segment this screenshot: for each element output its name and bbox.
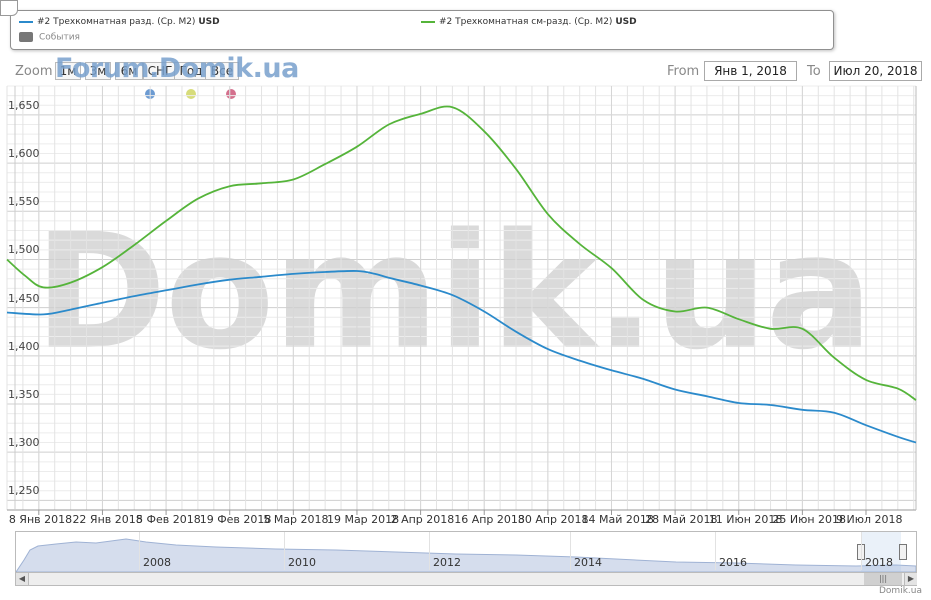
- x-tick-label: 9 Июл 2018: [836, 513, 903, 526]
- forum-watermark: Forum.Domik.ua: [55, 53, 299, 84]
- y-tick-label: 1,550: [8, 195, 40, 209]
- navigator-year-label: 2016: [719, 556, 747, 569]
- x-tick-label: 2 Апр 2018: [390, 513, 455, 526]
- series1-swatch: [19, 20, 33, 23]
- y-tick-label: 1,500: [8, 243, 40, 257]
- x-tick-label: 19 Фев 2018: [199, 513, 272, 526]
- flag-marker-3[interactable]: [226, 89, 236, 99]
- navigator-tick: [715, 532, 716, 570]
- scrollbar-thumb[interactable]: |||: [864, 573, 902, 585]
- from-date-input[interactable]: Янв 1, 2018: [704, 61, 797, 81]
- series2-swatch: [421, 20, 435, 23]
- to-label: To: [807, 64, 821, 79]
- zoom-label: Zoom: [15, 64, 53, 79]
- x-tick-label: 19 Мар 2018: [326, 513, 400, 526]
- y-tick-label: 1,650: [8, 98, 40, 112]
- legend-series1-currency: USD: [198, 17, 220, 27]
- navigator-tick: [284, 532, 285, 570]
- legend-item-series1[interactable]: #2 Трехкомнатная разд. (Ср. М2) USD: [19, 17, 220, 27]
- navigator-year-label: 2008: [143, 556, 171, 569]
- legend-series2-currency: USD: [615, 17, 637, 27]
- zoom-button-1y[interactable]: Год: [174, 62, 208, 80]
- navigator-year-label: 2018: [865, 556, 893, 569]
- corner-handle[interactable]: [0, 0, 18, 16]
- legend-panel: #2 Трехкомнатная разд. (Ср. М2) USD #2 Т…: [10, 10, 834, 50]
- navigator-tick: [139, 532, 140, 570]
- x-tick-label: 8 Янв 2018: [8, 513, 73, 526]
- zoom-button-3m[interactable]: 3м: [85, 62, 111, 80]
- legend-series2-label: #2 Трехкомнатная см-разд. (Ср. М2): [439, 17, 613, 27]
- series-line-2[interactable]: [6, 105, 917, 401]
- y-tick-label: 1,450: [8, 291, 40, 305]
- y-tick-label: 1,400: [8, 339, 40, 353]
- events-icon: [19, 32, 33, 42]
- grid: [6, 85, 916, 510]
- navigator-year-label: 2010: [288, 556, 316, 569]
- navigator-year-label: 2012: [433, 556, 461, 569]
- x-tick-label: 16 Апр 2018: [454, 513, 525, 526]
- navigator-selection[interactable]: [861, 532, 901, 572]
- to-date-input[interactable]: Июл 20, 2018: [829, 61, 922, 81]
- y-tick-label: 1,350: [8, 388, 40, 401]
- x-tick-label: 11 Июн 2018: [708, 513, 783, 526]
- flag-marker-2[interactable]: [186, 89, 196, 99]
- navigator-year-label: 2014: [574, 556, 602, 569]
- zoom-button-6m[interactable]: 6м: [115, 62, 143, 80]
- x-tick-label: 14 Май 2018: [581, 513, 654, 526]
- x-tick-label: 5 Мар 2018: [263, 513, 329, 526]
- x-tick-label: 28 Май 2018: [645, 513, 718, 526]
- navigator-handle-right[interactable]: [899, 544, 907, 560]
- watermark-domik: Domik.ua: [34, 198, 873, 385]
- scroll-right-arrow[interactable]: ▶: [904, 573, 917, 585]
- zoom-button-all[interactable]: Все: [205, 62, 239, 80]
- zoom-button-ytd[interactable]: СНГ: [143, 62, 177, 80]
- from-label: From: [667, 64, 700, 79]
- navigator[interactable]: [15, 531, 917, 573]
- series-line-1[interactable]: [6, 270, 917, 444]
- x-tick-label: 5 Фев 2018: [136, 513, 201, 526]
- zoom-button-1m[interactable]: 1м: [55, 62, 81, 80]
- legend-item-events[interactable]: События: [19, 32, 80, 43]
- navigator-area: [16, 538, 916, 572]
- y-tick-label: 1,600: [8, 147, 40, 161]
- series-layer: [6, 105, 917, 444]
- navigator-tick: [429, 532, 430, 570]
- navigator-tick: [570, 532, 571, 570]
- legend-series1-label: #2 Трехкомнатная разд. (Ср. М2): [37, 17, 196, 27]
- axes: [7, 86, 917, 515]
- x-tick-label: 30 Апр 2018: [517, 513, 589, 526]
- y-tick-label: 1,250: [8, 484, 40, 498]
- y-tick-label: 1,300: [8, 436, 40, 450]
- x-tick-label: 25 Июн 2018: [772, 513, 847, 526]
- scroll-left-arrow[interactable]: ◀: [16, 573, 29, 585]
- credit-label[interactable]: Domik.ua: [879, 586, 922, 596]
- scrollbar[interactable]: ◀ ||| ▶: [15, 572, 917, 586]
- x-tick-label: 22 Янв 2018: [72, 513, 143, 526]
- legend-events-label: События: [39, 32, 80, 43]
- legend-item-series2[interactable]: #2 Трехкомнатная см-разд. (Ср. М2) USD: [421, 17, 637, 27]
- navigator-tick: [861, 532, 862, 570]
